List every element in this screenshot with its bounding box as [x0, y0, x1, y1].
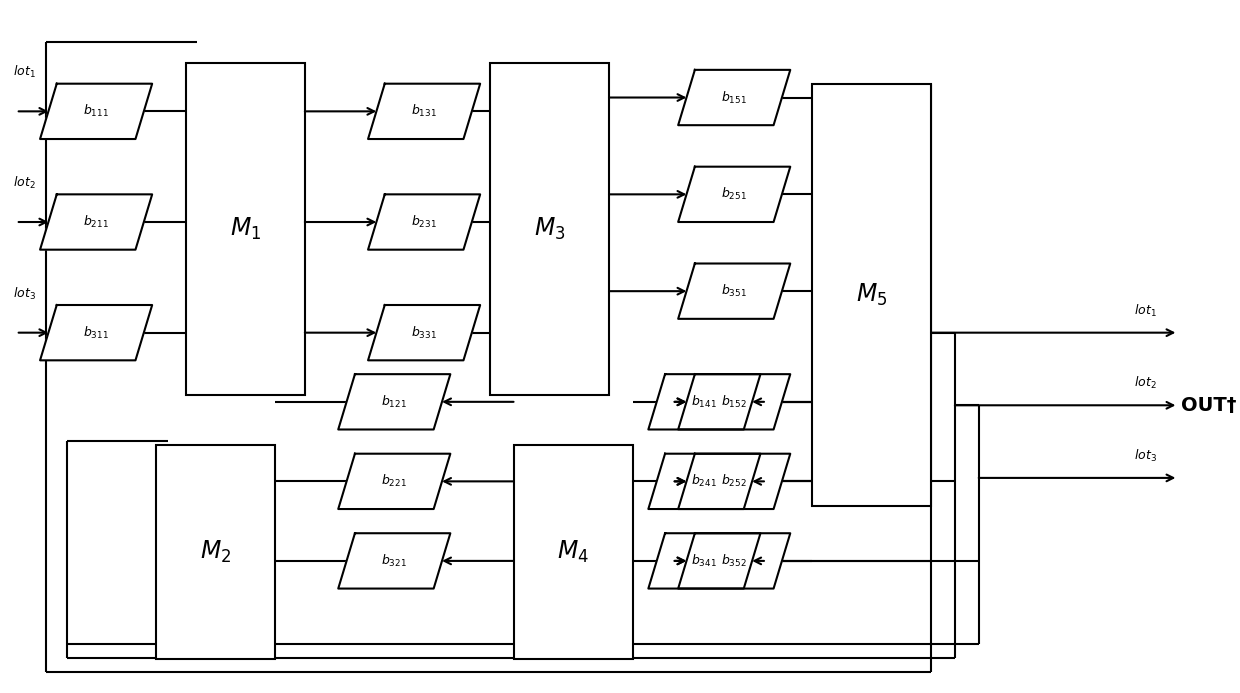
- Polygon shape: [678, 533, 790, 588]
- Text: $b_{111}$: $b_{111}$: [83, 103, 109, 119]
- Text: $b_{252}$: $b_{252}$: [722, 473, 746, 489]
- Text: $b_{231}$: $b_{231}$: [412, 214, 436, 230]
- Polygon shape: [649, 374, 760, 430]
- Text: $lot_3$: $lot_3$: [12, 286, 36, 301]
- Text: OUT†: OUT†: [1182, 396, 1238, 415]
- Polygon shape: [678, 454, 790, 509]
- Polygon shape: [40, 84, 153, 139]
- Polygon shape: [40, 305, 153, 360]
- Polygon shape: [678, 70, 790, 125]
- Polygon shape: [339, 533, 450, 588]
- Text: $b_{352}$: $b_{352}$: [722, 553, 746, 569]
- Polygon shape: [339, 374, 450, 430]
- Text: $M_2$: $M_2$: [200, 539, 231, 565]
- Text: $b_{241}$: $b_{241}$: [692, 473, 717, 489]
- Text: $b_{341}$: $b_{341}$: [692, 553, 717, 569]
- Text: $b_{311}$: $b_{311}$: [83, 324, 109, 341]
- Text: $M_3$: $M_3$: [533, 216, 565, 242]
- Bar: [156, 445, 275, 659]
- Text: $b_{131}$: $b_{131}$: [412, 103, 436, 119]
- Polygon shape: [339, 454, 450, 509]
- Text: $b_{152}$: $b_{152}$: [722, 394, 746, 410]
- Bar: [513, 445, 632, 659]
- Text: $b_{251}$: $b_{251}$: [722, 186, 748, 202]
- Text: $b_{121}$: $b_{121}$: [382, 394, 407, 410]
- Bar: [186, 63, 305, 395]
- Bar: [490, 63, 609, 395]
- Text: $b_{331}$: $b_{331}$: [412, 324, 436, 341]
- Text: $b_{221}$: $b_{221}$: [382, 473, 407, 489]
- Polygon shape: [678, 374, 790, 430]
- Text: $b_{151}$: $b_{151}$: [722, 89, 748, 105]
- Text: $M_1$: $M_1$: [229, 216, 260, 242]
- Text: $lot_2$: $lot_2$: [1133, 376, 1157, 392]
- Text: $b_{351}$: $b_{351}$: [722, 283, 748, 299]
- Polygon shape: [649, 454, 760, 509]
- Text: $b_{321}$: $b_{321}$: [382, 553, 407, 569]
- Polygon shape: [368, 194, 480, 249]
- Polygon shape: [649, 533, 760, 588]
- Bar: [812, 84, 931, 506]
- Polygon shape: [678, 167, 790, 222]
- Polygon shape: [368, 305, 480, 360]
- Text: $b_{211}$: $b_{211}$: [83, 214, 109, 230]
- Polygon shape: [368, 84, 480, 139]
- Text: $lot_1$: $lot_1$: [12, 64, 36, 80]
- Text: $M_5$: $M_5$: [856, 281, 887, 308]
- Polygon shape: [40, 194, 153, 249]
- Text: $lot_3$: $lot_3$: [1133, 448, 1157, 464]
- Polygon shape: [678, 263, 790, 319]
- Text: $lot_1$: $lot_1$: [1133, 303, 1157, 319]
- Text: $lot_2$: $lot_2$: [12, 175, 35, 191]
- Text: $M_4$: $M_4$: [557, 539, 589, 565]
- Text: $b_{141}$: $b_{141}$: [692, 394, 717, 410]
